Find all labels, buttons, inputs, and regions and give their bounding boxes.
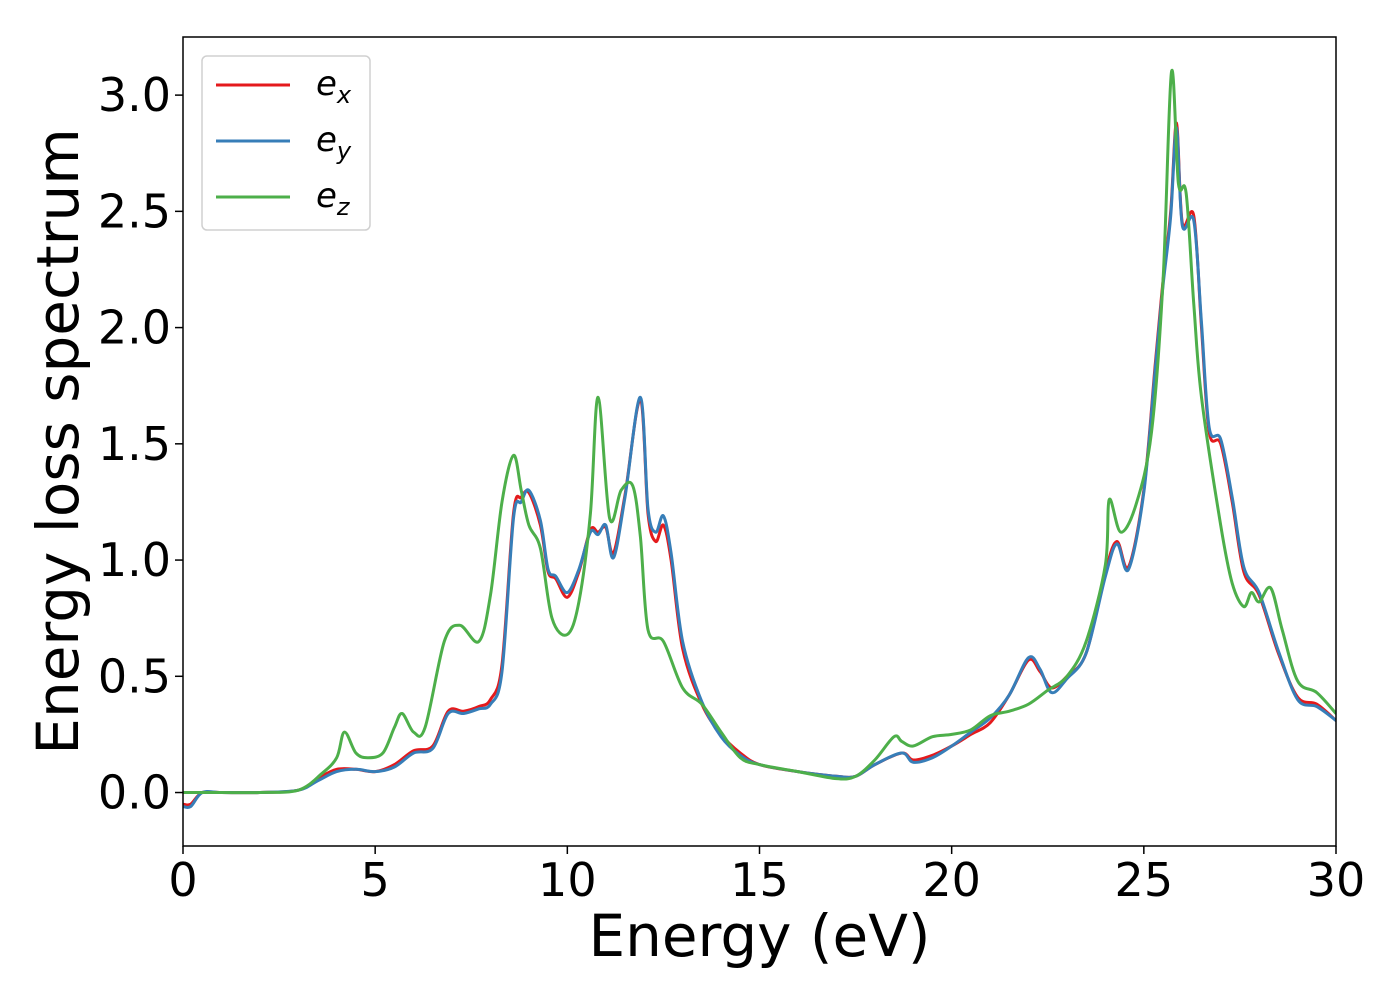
series-layer — [183, 68, 1336, 810]
x-tick-label: 20 — [922, 853, 981, 907]
x-axis-label: Energy (eV) — [588, 902, 930, 970]
x-tick-label: 0 — [168, 853, 197, 907]
series-line-ez — [183, 68, 1336, 795]
legend-label: ey — [316, 120, 352, 165]
x-tick-label: 5 — [361, 853, 390, 907]
legend-label: ez — [316, 176, 351, 221]
legend-box — [201, 55, 371, 231]
x-tick-label: 10 — [538, 853, 597, 907]
legend: ex ey ez — [201, 55, 371, 231]
y-tick-label: 3.0 — [98, 68, 171, 122]
x-tick-label: 25 — [1115, 853, 1174, 907]
legend-label: ex — [316, 64, 352, 109]
y-axis-label: Energy loss spectrum — [24, 128, 92, 754]
y-tick-label: 1.5 — [98, 417, 171, 471]
y-tick-label: 2.5 — [98, 184, 171, 238]
y-tick-label: 0.5 — [98, 649, 171, 703]
y-tick-label: 1.0 — [98, 533, 171, 587]
x-axis-ticks: 0 5 10 15 20 25 30 — [168, 846, 1365, 907]
y-axis-ticks: 0.0 0.5 1.0 1.5 2.0 2.5 3.0 — [98, 68, 183, 820]
x-tick-label: 15 — [730, 853, 789, 907]
y-tick-label: 2.0 — [98, 301, 171, 355]
y-tick-label: 0.0 — [98, 766, 171, 820]
x-tick-label: 30 — [1307, 853, 1366, 907]
